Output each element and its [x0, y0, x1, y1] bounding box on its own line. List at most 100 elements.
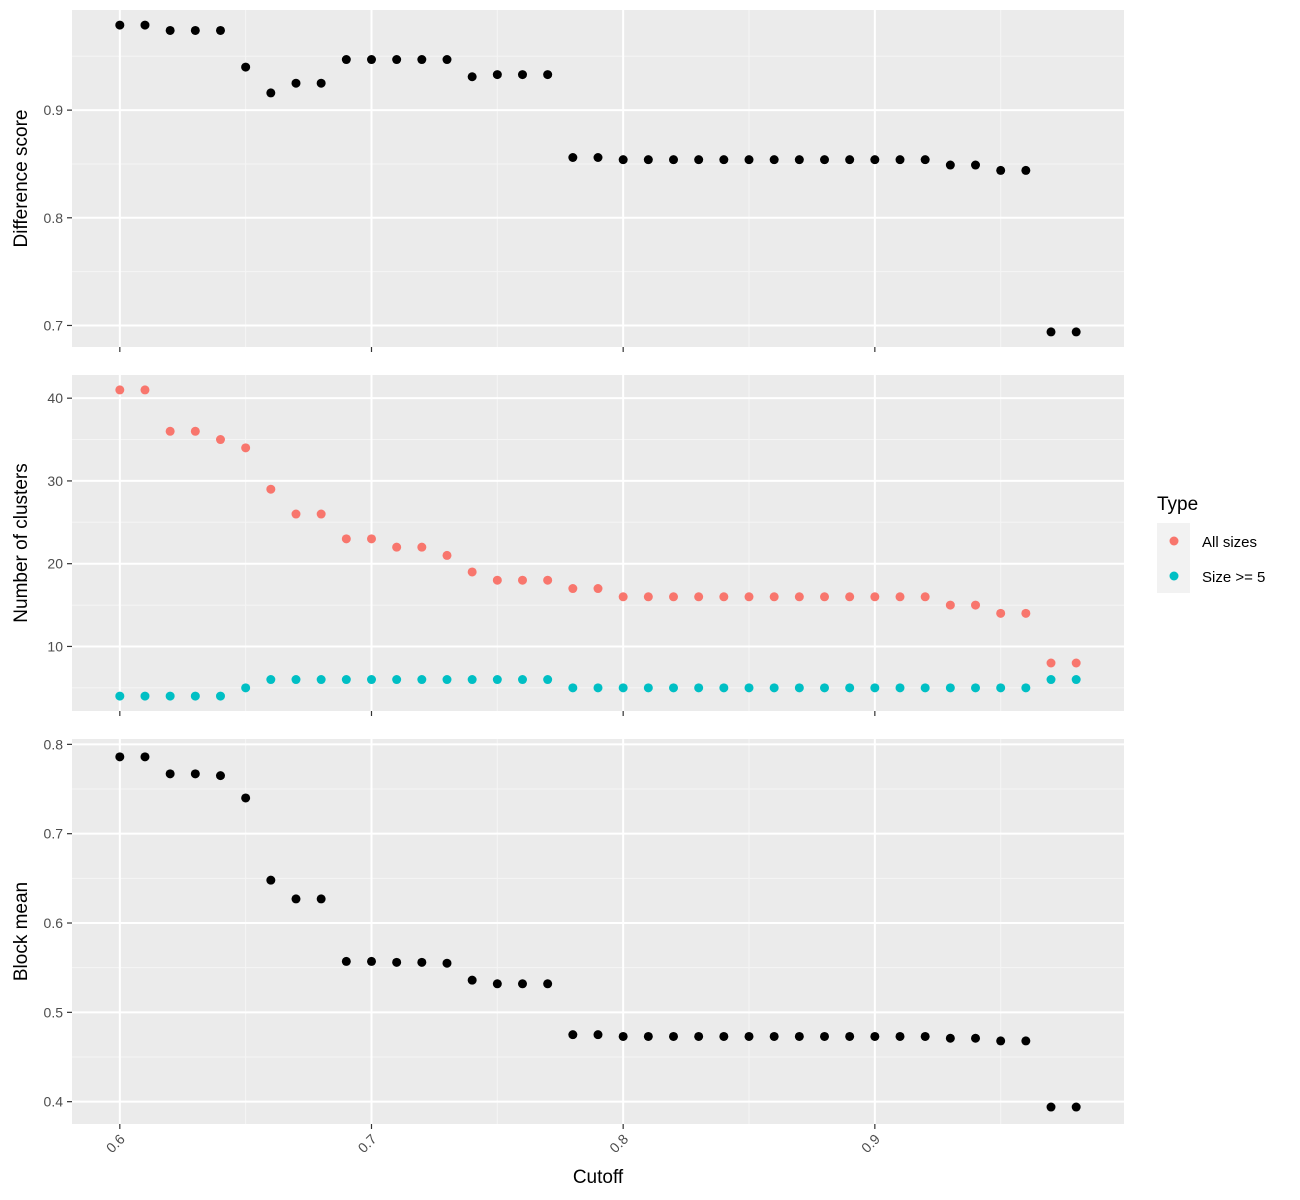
data-point — [215, 771, 225, 781]
data-point — [593, 153, 603, 163]
panel-blockmean: 0.4 0.5 0.6 0.7 0.8 Block mean 0.6 0.7 0.8 0.9 — [11, 736, 1124, 1156]
data-point — [417, 542, 427, 552]
data-point — [744, 1031, 754, 1041]
legend: Type All sizes Size >= 5 — [1157, 494, 1265, 593]
data-point — [945, 1033, 955, 1043]
panel-background — [72, 10, 1124, 347]
data-point — [140, 752, 150, 762]
data-point — [115, 20, 125, 30]
data-point — [1071, 1102, 1081, 1112]
data-point — [694, 155, 704, 165]
data-point — [568, 1030, 578, 1040]
data-point — [341, 55, 351, 65]
data-point — [442, 675, 452, 685]
data-point — [241, 793, 251, 803]
data-point — [115, 691, 125, 701]
y-tick-label: 30 — [47, 473, 63, 489]
data-point — [190, 769, 200, 779]
y-axis-title: Number of clusters — [11, 463, 32, 622]
legend-key-all-sizes — [1169, 536, 1179, 546]
data-point — [316, 894, 326, 904]
x-tick-label: 0.8 — [606, 1131, 631, 1156]
data-point — [543, 675, 553, 685]
x-tick-label: 0.6 — [103, 1131, 128, 1156]
data-point — [769, 592, 779, 602]
data-point — [1046, 1102, 1056, 1112]
y-tick-label: 20 — [47, 556, 63, 572]
data-point — [593, 683, 603, 693]
data-point — [593, 1030, 603, 1040]
data-point — [165, 769, 175, 779]
data-point — [643, 683, 653, 693]
data-point — [794, 683, 804, 693]
y-tick-label: 0.8 — [44, 210, 64, 226]
data-point — [215, 435, 225, 445]
data-point — [366, 534, 376, 544]
data-point — [291, 894, 301, 904]
data-point — [1046, 327, 1056, 337]
data-point — [241, 683, 251, 693]
legend-label-all-sizes: All sizes — [1202, 534, 1257, 551]
data-point — [820, 592, 830, 602]
data-point — [241, 443, 251, 453]
data-point — [140, 385, 150, 395]
data-point — [794, 1031, 804, 1041]
data-point — [1021, 1036, 1031, 1046]
data-point — [291, 675, 301, 685]
data-point — [719, 155, 729, 165]
data-point — [1046, 658, 1056, 668]
data-point — [618, 592, 628, 602]
data-point — [1071, 327, 1081, 337]
data-point — [492, 979, 502, 989]
data-point — [1071, 675, 1081, 685]
data-point — [1071, 658, 1081, 668]
data-point — [341, 534, 351, 544]
data-point — [568, 153, 578, 163]
data-point — [971, 160, 981, 170]
data-point — [568, 584, 578, 594]
y-tick-label: 0.7 — [44, 317, 64, 333]
data-point — [719, 592, 729, 602]
data-point — [140, 691, 150, 701]
data-point — [492, 675, 502, 685]
data-point — [996, 608, 1006, 618]
data-point — [769, 1031, 779, 1041]
data-point — [870, 683, 880, 693]
data-point — [543, 70, 553, 80]
data-point — [241, 62, 251, 72]
y-tick-label: 0.6 — [44, 915, 64, 931]
data-point — [291, 509, 301, 519]
data-point — [467, 675, 477, 685]
data-point — [920, 155, 930, 165]
y-tick-label: 0.9 — [44, 102, 64, 118]
panel-background — [72, 739, 1124, 1124]
data-point — [517, 70, 527, 80]
data-point — [593, 584, 603, 594]
data-point — [820, 683, 830, 693]
data-point — [996, 683, 1006, 693]
data-point — [618, 683, 628, 693]
y-tick-label: 0.8 — [44, 736, 64, 752]
data-point — [115, 752, 125, 762]
data-point — [618, 1031, 628, 1041]
legend-key-background — [1157, 523, 1190, 593]
data-point — [719, 1031, 729, 1041]
data-point — [366, 55, 376, 65]
data-point — [392, 542, 402, 552]
data-point — [442, 55, 452, 65]
data-point — [140, 20, 150, 30]
data-point — [694, 1031, 704, 1041]
data-point — [769, 155, 779, 165]
data-point — [392, 55, 402, 65]
y-tick-label: 40 — [47, 390, 63, 406]
y-tick-label: 10 — [47, 638, 63, 654]
data-point — [517, 575, 527, 585]
data-point — [719, 683, 729, 693]
data-point — [392, 957, 402, 967]
y-tick-label: 0.7 — [44, 826, 64, 842]
data-point — [945, 160, 955, 170]
data-point — [467, 72, 477, 82]
data-point — [820, 1031, 830, 1041]
data-point — [920, 1031, 930, 1041]
data-point — [895, 592, 905, 602]
